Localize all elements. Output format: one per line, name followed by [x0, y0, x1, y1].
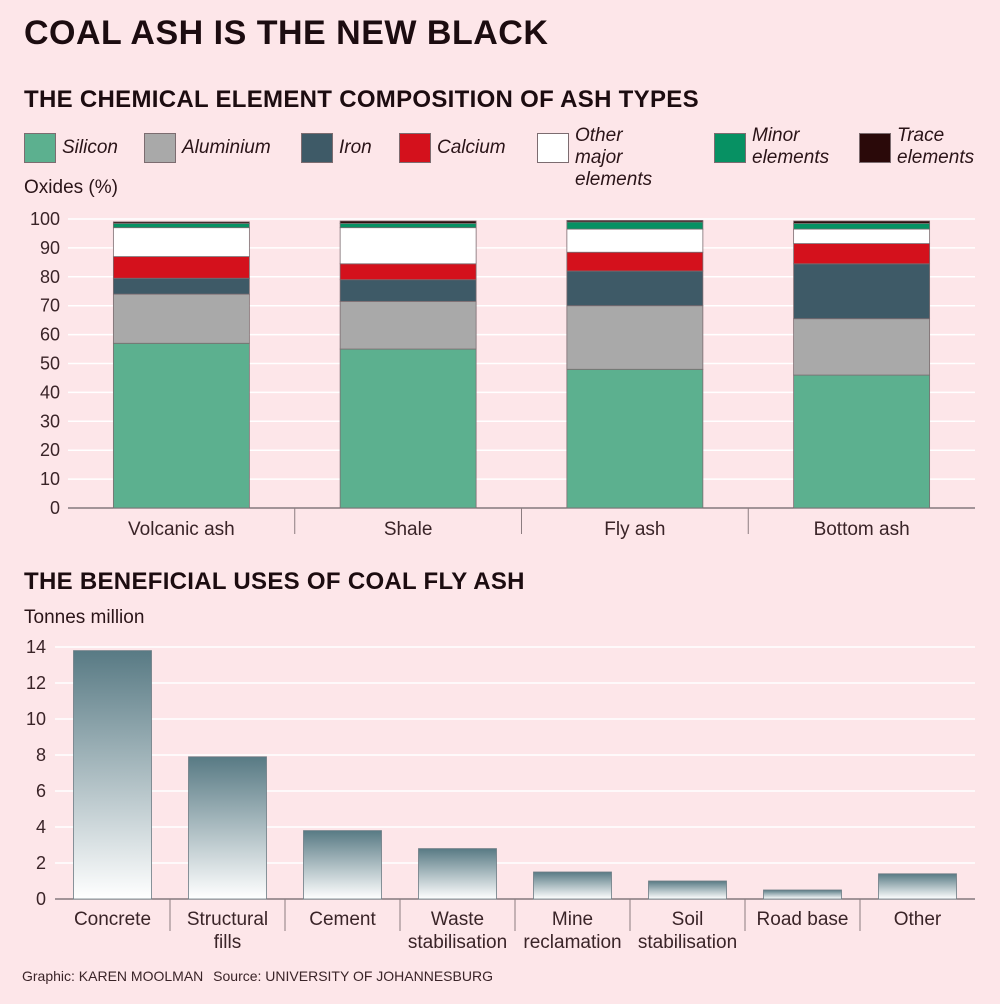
bar-segment-silicon: [339, 348, 477, 509]
bar-segment-minor-elements: [793, 222, 931, 230]
x-category-label: Fly ash: [604, 519, 665, 540]
stacked-bar-bottom-ash: [793, 220, 931, 509]
composition-y-axis-label: Oxides (%): [24, 177, 118, 198]
y-tick-label: 0: [36, 889, 46, 909]
legend-label-trace: Trace elements: [897, 125, 975, 168]
x-category-label: Road base: [757, 909, 849, 930]
legend-label-iron: Iron: [339, 137, 372, 158]
source-credit: Source: UNIVERSITY OF JOHANNESBURG: [213, 968, 493, 984]
bar-segment-aluminium: [566, 305, 704, 370]
bar-segment-trace-elements: [566, 220, 704, 223]
bar-segment-minor-elements: [112, 222, 250, 229]
bar-segment-aluminium: [793, 318, 931, 376]
legend-swatch-calcium: [399, 133, 431, 163]
credit-line: Graphic: KAREN MOOLMAN Source: UNIVERSIT…: [22, 968, 499, 984]
x-category-label: Bottom ash: [814, 519, 910, 540]
y-tick-label: 2: [36, 853, 46, 873]
x-category-label: Soil stabilisation: [638, 909, 737, 953]
legend-swatch-minor: [714, 133, 746, 163]
bar-mine-reclamation: [533, 871, 612, 900]
y-tick-label: 90: [40, 238, 60, 258]
legend-swatch-trace: [859, 133, 891, 163]
stacked-bar-shale: [339, 220, 477, 509]
legend-label-silicon: Silicon: [62, 137, 118, 158]
y-tick-label: 8: [36, 745, 46, 765]
bar-structural-fills: [188, 756, 267, 900]
y-tick-label: 40: [40, 382, 60, 402]
page-title: COAL ASH IS THE NEW BLACK: [24, 14, 549, 52]
x-category-label: Structural fills: [187, 909, 268, 953]
bar-segment-silicon: [566, 368, 704, 509]
bar-segment-silicon: [112, 342, 250, 509]
x-category-label: Shale: [384, 519, 433, 540]
y-tick-label: 12: [26, 673, 46, 693]
bar-segment-other-major-elements: [566, 228, 704, 253]
y-tick-label: 6: [36, 781, 46, 801]
legend-swatch-other-major: [537, 133, 569, 163]
y-tick-label: 70: [40, 296, 60, 316]
x-category-label: Cement: [309, 909, 376, 930]
bar-cement: [303, 830, 382, 900]
legend-label-calcium: Calcium: [437, 137, 506, 158]
bar-concrete: [73, 650, 152, 900]
bar-segment-iron: [793, 263, 931, 320]
composition-chart: 0 10 20 30 40 50 60 70 80 90 100 Volcanic ash Shale F…: [30, 209, 975, 540]
legend-swatch-aluminium: [144, 133, 176, 163]
bar-segment-iron: [112, 277, 250, 295]
y-tick-label: 50: [40, 354, 60, 374]
bar-segment-calcium: [112, 256, 250, 279]
x-category-label: Waste stabilisation: [408, 909, 507, 953]
bar-segment-trace-elements: [112, 221, 250, 224]
bar-segment-other-major-elements: [112, 227, 250, 257]
uses-chart-title: THE BENEFICIAL USES OF COAL FLY ASH: [24, 568, 525, 595]
y-tick-label: 0: [50, 498, 60, 518]
bar-segment-minor-elements: [566, 221, 704, 230]
y-tick-label: 10: [26, 709, 46, 729]
y-tick-label: 30: [40, 411, 60, 431]
bar-segment-other-major-elements: [793, 228, 931, 244]
bar-segment-calcium: [566, 251, 704, 272]
legend-label-other-major: Other major elements: [575, 125, 653, 190]
uses-y-axis-label: Tonnes million: [24, 607, 145, 628]
uses-chart: 0 2 4 6 8 10 12 14 Concrete Structural fills Cement…: [26, 637, 975, 953]
graphic-credit: Graphic: KAREN MOOLMAN: [22, 968, 204, 984]
y-tick-label: 10: [40, 469, 60, 489]
y-tick-label: 100: [30, 209, 60, 229]
legend-label-aluminium: Aluminium: [182, 137, 271, 158]
bar-segment-trace-elements: [793, 220, 931, 224]
y-tick-label: 20: [40, 440, 60, 460]
composition-legend: Silicon Aluminium Iron Calcium Other maj…: [24, 125, 994, 190]
bar-segment-calcium: [339, 263, 477, 281]
composition-chart-title: THE CHEMICAL ELEMENT COMPOSITION OF ASH …: [24, 86, 699, 113]
x-category-label: Volcanic ash: [128, 519, 235, 540]
y-tick-label: 14: [26, 637, 46, 657]
bar-segment-minor-elements: [339, 222, 477, 229]
x-category-label: Other: [894, 909, 942, 930]
bar-segment-aluminium: [339, 300, 477, 350]
bar-segment-iron: [339, 279, 477, 302]
x-category-label: Concrete: [74, 909, 151, 930]
legend-swatch-silicon: [24, 133, 56, 163]
x-category-label: Mine reclamation: [523, 909, 621, 953]
stacked-bar-fly-ash: [566, 220, 704, 509]
bar-segment-silicon: [793, 374, 931, 509]
y-tick-label: 80: [40, 267, 60, 287]
y-tick-label: 60: [40, 325, 60, 345]
bar-segment-trace-elements: [339, 220, 477, 224]
bar-road-base: [763, 889, 842, 900]
bar-segment-aluminium: [112, 293, 250, 344]
bar-segment-other-major-elements: [339, 227, 477, 265]
y-tick-label: 4: [36, 817, 46, 837]
bar-soil-stabilisation: [648, 880, 727, 900]
bar-segment-iron: [566, 270, 704, 307]
bar-other: [878, 873, 957, 900]
legend-label-minor: Minor elements: [752, 125, 830, 168]
stacked-bar-volcanic-ash: [112, 221, 250, 509]
legend-swatch-iron: [301, 133, 333, 163]
bar-segment-calcium: [793, 243, 931, 265]
bar-waste-stabilisation: [418, 848, 497, 900]
